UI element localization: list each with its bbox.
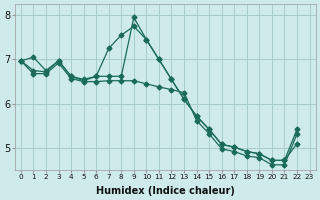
X-axis label: Humidex (Indice chaleur): Humidex (Indice chaleur) [96, 186, 235, 196]
